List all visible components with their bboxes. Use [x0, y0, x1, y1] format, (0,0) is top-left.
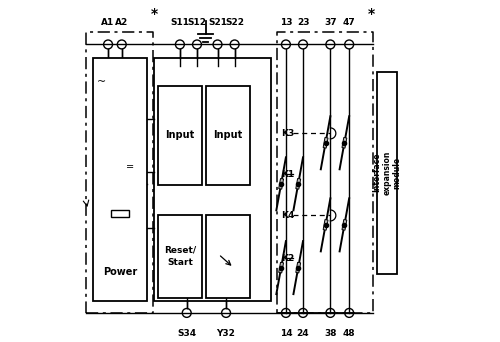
Text: *: * [150, 7, 158, 21]
Text: 37: 37 [324, 18, 336, 27]
Text: 14: 14 [280, 329, 292, 338]
Text: Start: Start [167, 258, 193, 267]
Text: S21: S21 [208, 18, 227, 27]
Polygon shape [323, 137, 328, 148]
Polygon shape [342, 137, 347, 148]
Text: K1: K1 [282, 170, 294, 179]
Bar [92, 58, 148, 301]
Polygon shape [278, 262, 283, 273]
Polygon shape [296, 262, 300, 273]
Text: 48: 48 [343, 329, 355, 338]
Bar [206, 215, 250, 298]
Bar [158, 215, 202, 298]
Text: Reset/: Reset/ [164, 246, 196, 255]
Polygon shape [278, 179, 283, 189]
Text: S22: S22 [225, 18, 244, 27]
Text: Interface
expansion
module: Interface expansion module [372, 150, 402, 195]
Text: 38: 38 [324, 329, 336, 338]
Text: 47: 47 [343, 18, 355, 27]
Text: Y32: Y32 [216, 329, 236, 338]
Text: Input: Input [166, 130, 194, 140]
Polygon shape [323, 220, 328, 230]
Text: ~: ~ [97, 77, 106, 88]
Polygon shape [342, 220, 347, 230]
Bar [376, 72, 397, 274]
Text: *: * [368, 7, 375, 21]
Text: A1: A1 [102, 18, 114, 27]
Bar [154, 58, 270, 301]
Text: 24: 24 [296, 329, 310, 338]
Text: K4: K4 [282, 211, 295, 220]
Text: Input: Input [213, 130, 242, 140]
Bar [112, 210, 128, 217]
Polygon shape [296, 179, 300, 189]
Text: 13: 13 [280, 18, 292, 27]
Bar [206, 86, 250, 185]
Text: S12: S12 [188, 18, 206, 27]
Text: S34: S34 [177, 329, 197, 338]
Text: K2: K2 [282, 254, 294, 263]
Bar [158, 86, 202, 185]
Text: =: = [126, 162, 134, 172]
Text: 23: 23 [297, 18, 310, 27]
Text: Power: Power [103, 267, 137, 277]
Text: K3: K3 [282, 129, 294, 138]
Text: A2: A2 [115, 18, 128, 27]
Text: S11: S11 [170, 18, 190, 27]
